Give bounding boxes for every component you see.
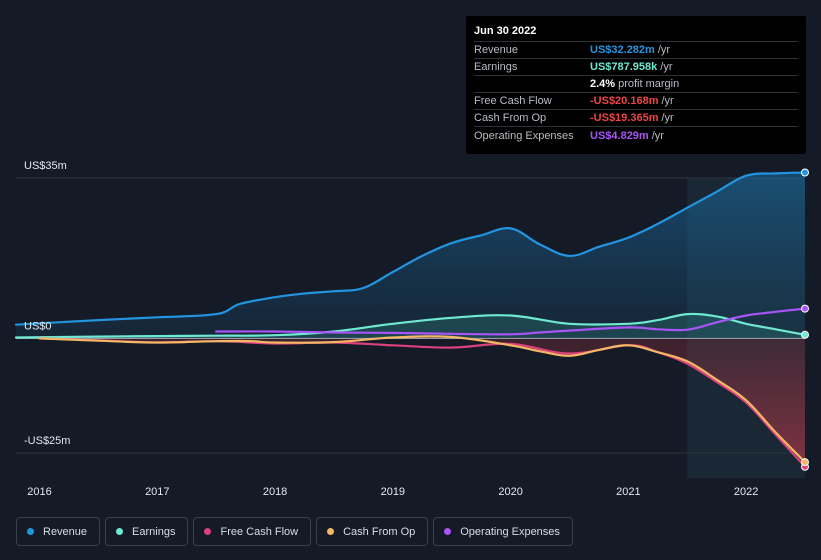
legend-dot-icon: [116, 528, 124, 535]
legend-label: Revenue: [43, 525, 88, 538]
data-point-operating-expenses: [801, 304, 809, 313]
legend-label: Operating Expenses: [460, 525, 560, 538]
area-fill-revenue: [16, 172, 805, 339]
tooltip-unit: /yr: [651, 129, 664, 142]
legend-dot-icon: [204, 528, 212, 535]
legend-item-earnings[interactable]: Earnings: [105, 517, 189, 546]
tooltip-row: Free Cash Flow -US$20.168m/yr: [474, 93, 798, 110]
x-tick-label: 2021: [616, 486, 640, 498]
series-line-operating-expenses: [215, 307, 807, 336]
y-tick-label: US$35m: [24, 160, 67, 172]
x-tick-label: 2022: [734, 486, 758, 498]
y-tick-label: US$0: [24, 320, 52, 332]
x-tick-label: 2019: [381, 486, 405, 498]
tooltip-date: Jun 30 2022: [474, 24, 798, 42]
legend-dot-icon: [327, 528, 335, 535]
tooltip-value: 2.4%: [590, 78, 616, 90]
tooltip-row: Operating Expenses US$4.829m/yr: [474, 127, 798, 144]
y-tick-label: -US$25m: [24, 435, 70, 447]
tooltip-unit: profit margin: [618, 78, 680, 90]
legend-item-cash-from-op[interactable]: Cash From Op: [316, 517, 429, 546]
series-line-revenue: [14, 171, 807, 326]
data-point-earnings: [801, 330, 809, 339]
tooltip-panel: Jun 30 2022 Revenue US$32.282m/yr Earnings…: [466, 16, 806, 154]
tooltip-label: Earnings: [474, 61, 518, 73]
legend-label: Cash From Op: [343, 525, 416, 538]
area-fill-earnings: [16, 313, 805, 339]
tooltip-value: -US$20.168m: [590, 95, 659, 107]
x-tick-label: 2020: [498, 486, 522, 498]
tooltip-value: US$32.282m: [590, 44, 655, 56]
tooltip-unit: /yr: [657, 44, 671, 56]
data-point-revenue: [801, 168, 809, 177]
tooltip-label: Cash From Op: [474, 112, 547, 124]
series-line-cash-from-op: [38, 335, 807, 464]
tooltip-label: Revenue: [474, 44, 519, 56]
legend: Revenue Earnings Free Cash Flow Cash From O…: [16, 517, 578, 546]
tooltip-row: 2.4% profit margin: [474, 76, 798, 93]
x-tick-label: 2018: [263, 486, 287, 498]
tooltip-row: Earnings US$787.958k/yr: [474, 59, 798, 76]
data-point-cash-from-op: [801, 458, 809, 467]
x-tick-label: 2017: [145, 486, 169, 498]
legend-item-free-cash-flow[interactable]: Free Cash Flow: [193, 517, 312, 546]
tooltip-unit: /yr: [660, 61, 673, 73]
legend-item-operating-expenses[interactable]: Operating Expenses: [433, 517, 573, 546]
tooltip-label: Operating Expenses: [474, 129, 574, 142]
tooltip-value: US$787.958k: [590, 61, 658, 73]
legend-label: Free Cash Flow: [220, 525, 299, 538]
legend-dot-icon: [27, 528, 34, 535]
x-tick-label: 2016: [27, 486, 51, 498]
tooltip-value: US$4.829m: [590, 129, 649, 142]
legend-dot-icon: [444, 528, 452, 535]
legend-label: Earnings: [132, 525, 176, 538]
tooltip-row: Revenue US$32.282m/yr: [474, 42, 798, 59]
tooltip-value: -US$19.365m: [590, 112, 659, 124]
tooltip-row: Cash From Op -US$19.365m/yr: [474, 110, 798, 127]
area-fill-cash-from-op: [39, 336, 806, 463]
legend-item-revenue[interactable]: Revenue: [16, 517, 101, 546]
tooltip-label: Free Cash Flow: [474, 95, 552, 107]
series-line-earnings: [14, 312, 807, 339]
tooltip-unit: /yr: [661, 112, 674, 124]
tooltip-unit: /yr: [661, 95, 674, 107]
